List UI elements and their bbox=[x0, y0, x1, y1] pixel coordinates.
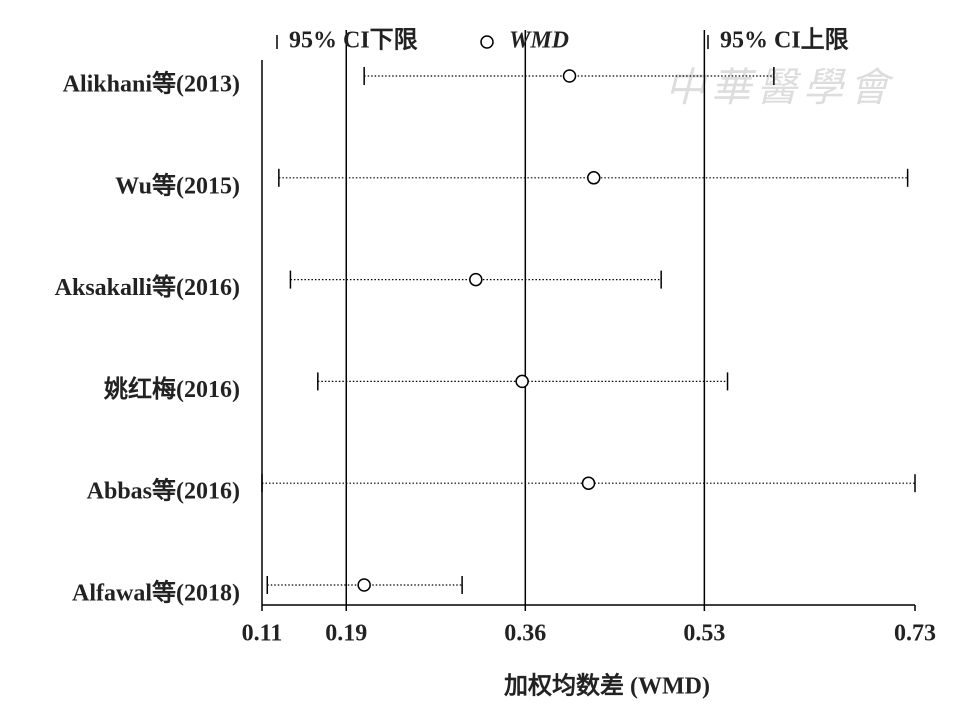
y-tick-label: 姚红梅(2016) bbox=[103, 375, 240, 403]
y-tick-label: Aksakalli等(2016) bbox=[55, 273, 240, 301]
x-tick-label: 0.36 bbox=[504, 621, 546, 647]
y-tick-label: Alikhani等(2013) bbox=[63, 70, 240, 98]
x-tick-label: 0.11 bbox=[242, 621, 283, 647]
legend-marker bbox=[480, 35, 494, 49]
wmd-point bbox=[515, 374, 529, 389]
legend-label: 95% CI上限 bbox=[720, 27, 849, 54]
wmd-point bbox=[562, 69, 577, 83]
y-tick-label: Abbas等(2016) bbox=[87, 477, 240, 505]
wmd-point bbox=[587, 171, 601, 185]
wmd-point bbox=[581, 476, 596, 490]
x-axis-title: 加权均数差 (WMD) bbox=[504, 672, 710, 700]
x-tick-label: 0.19 bbox=[325, 621, 367, 647]
wmd-point bbox=[357, 578, 371, 592]
legend-label: WMD bbox=[509, 28, 569, 54]
y-tick-label: Wu等(2015) bbox=[115, 171, 240, 199]
wmd-point bbox=[469, 272, 483, 287]
x-tick-label: 0.73 bbox=[894, 621, 936, 647]
legend-label: 95% CI下限 bbox=[289, 27, 418, 54]
x-tick-label: 0.53 bbox=[683, 621, 725, 647]
watermark: 中華醫學會 bbox=[665, 65, 895, 110]
y-tick-label: Alfawal等(2018) bbox=[72, 579, 240, 607]
